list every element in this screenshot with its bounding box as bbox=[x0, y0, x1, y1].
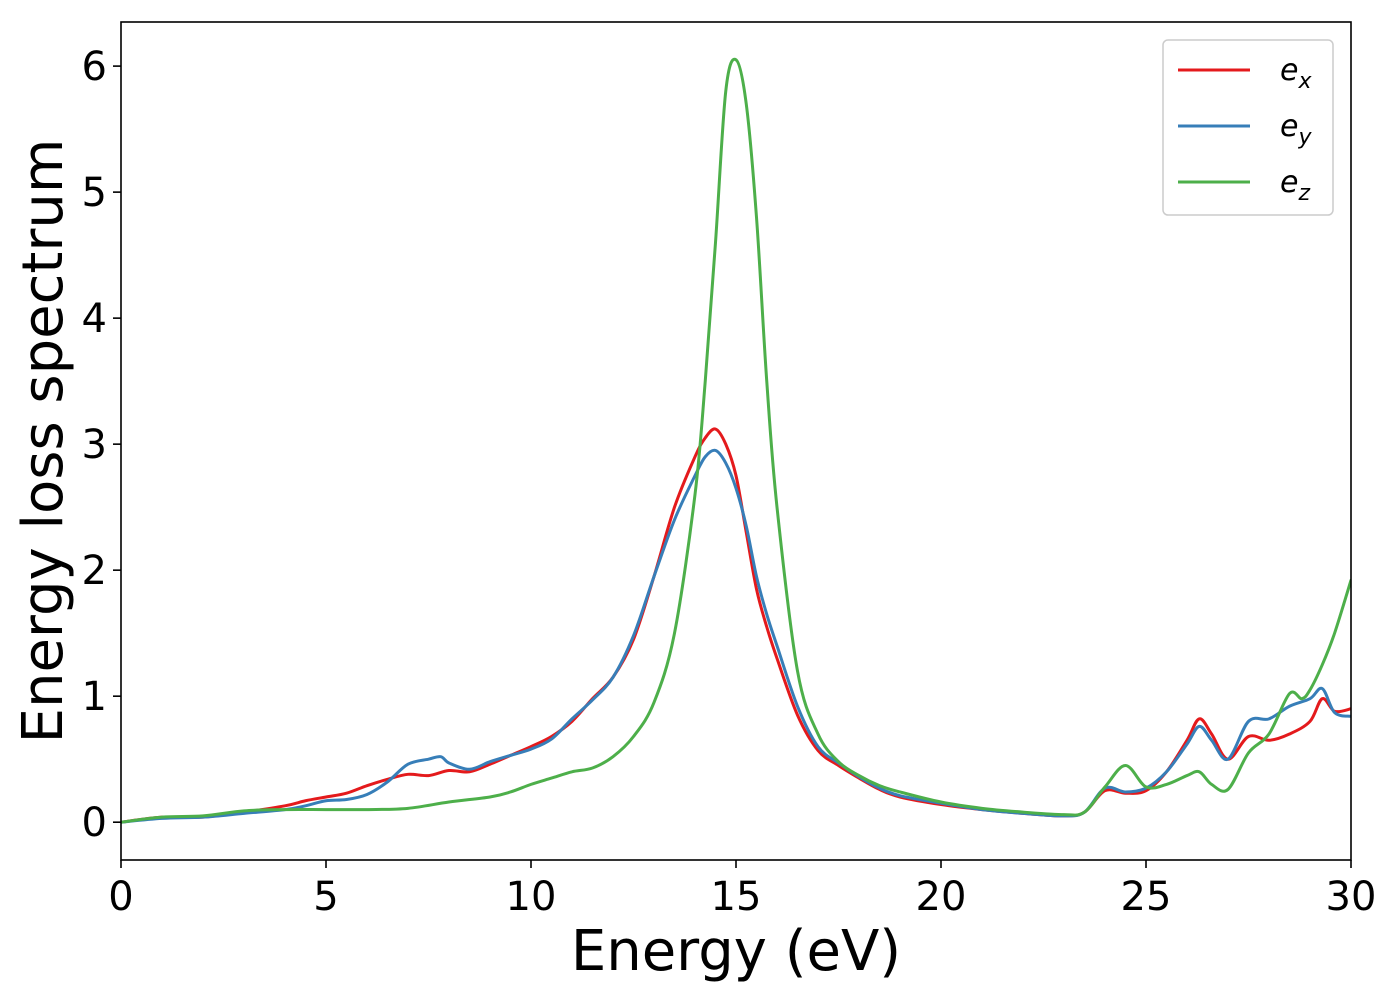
y-tick-label: 3 bbox=[82, 422, 107, 468]
legend-label-x: ex bbox=[1280, 53, 1312, 94]
series-line-y bbox=[121, 448, 1351, 824]
legend-label-y: ey bbox=[1280, 109, 1312, 150]
y-axis-label: Energy loss spectrum bbox=[11, 139, 76, 744]
y-ticks: 0 1 2 3 4 5 6 bbox=[82, 44, 121, 846]
y-tick-label: 1 bbox=[82, 674, 107, 720]
x-tick-label: 30 bbox=[1326, 874, 1377, 920]
y-tick-label: 4 bbox=[82, 296, 107, 342]
y-tick-label: 5 bbox=[82, 170, 107, 216]
x-ticks: 0 5 10 15 20 25 30 bbox=[108, 860, 1376, 920]
y-tick-label: 0 bbox=[82, 800, 107, 846]
legend: ex ey ez bbox=[1162, 39, 1334, 216]
x-axis-label: Energy (eV) bbox=[571, 919, 901, 984]
x-tick-label: 10 bbox=[506, 874, 557, 920]
series-line-z bbox=[121, 57, 1351, 824]
x-tick-label: 5 bbox=[313, 874, 338, 920]
legend-label-z: ez bbox=[1280, 165, 1310, 206]
y-tick-label: 6 bbox=[82, 44, 107, 90]
y-tick-label: 2 bbox=[82, 548, 107, 594]
x-tick-label: 20 bbox=[916, 874, 967, 920]
x-tick-label: 0 bbox=[108, 874, 133, 920]
x-tick-label: 15 bbox=[711, 874, 762, 920]
x-tick-label: 25 bbox=[1121, 874, 1172, 920]
series-layer bbox=[121, 57, 1351, 824]
